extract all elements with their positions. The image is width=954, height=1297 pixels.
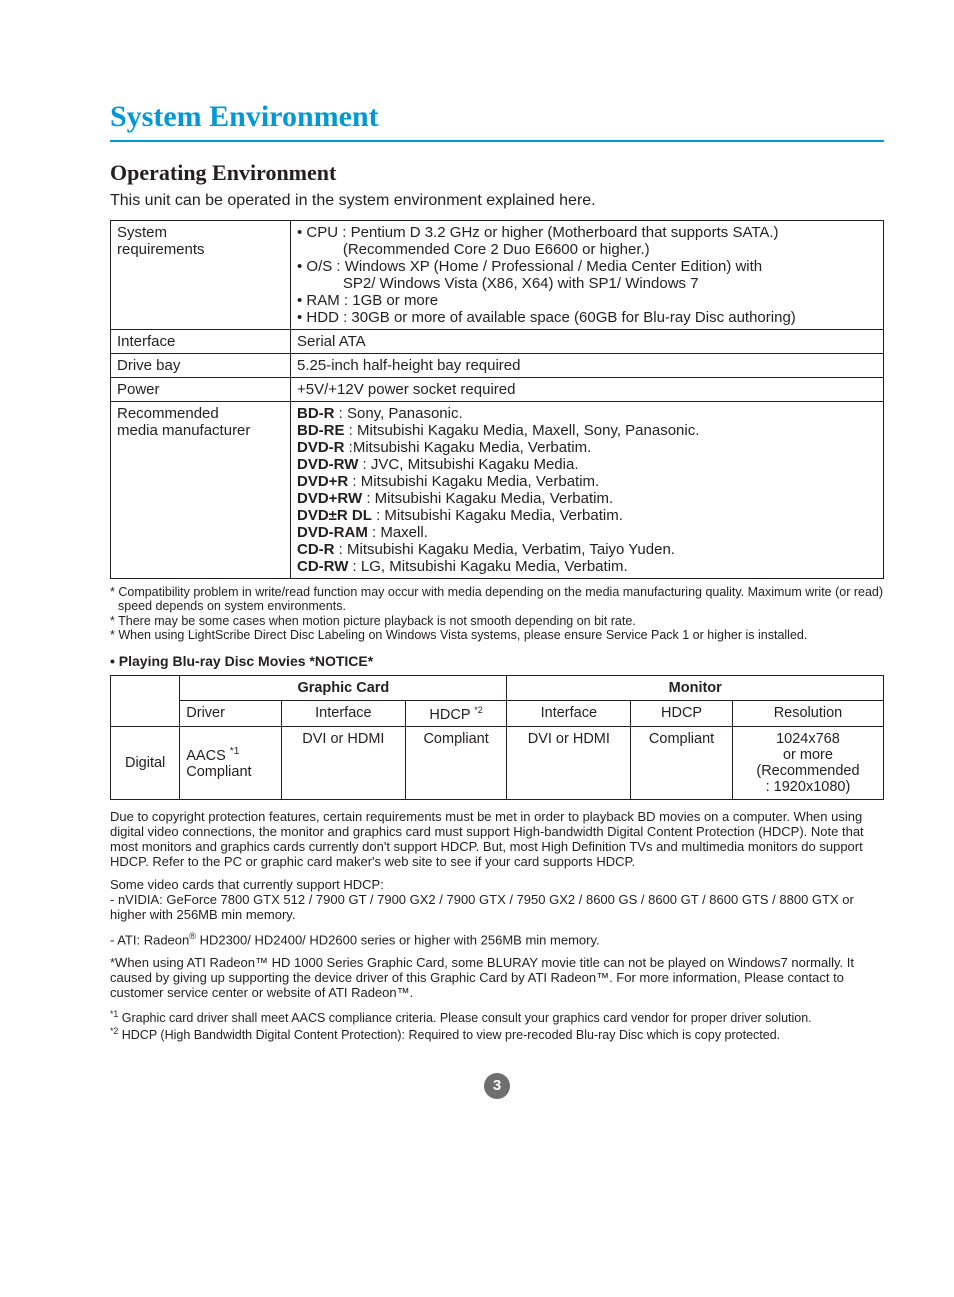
- gc-h2-res: Resolution: [732, 700, 883, 727]
- spec-label: Interface: [111, 330, 291, 354]
- gc-head-graphic: Graphic Card: [180, 675, 507, 700]
- page-number: 3: [484, 1073, 510, 1099]
- gc-h2-gcif: Interface: [282, 700, 406, 727]
- body-paragraphs: Due to copyright protection features, ce…: [110, 810, 884, 1001]
- mon-res: 1024x768or more(Recommended: 1920x1080): [732, 727, 883, 800]
- gc-if: DVI or HDMI: [282, 727, 406, 800]
- spec-label: Drive bay: [111, 354, 291, 378]
- notice-heading: • Playing Blu-ray Disc Movies *NOTICE*: [110, 653, 884, 669]
- gc-hdcp: Compliant: [405, 727, 507, 800]
- section-heading: Operating Environment: [110, 160, 884, 186]
- spec-label: Recommendedmedia manufacturer: [111, 402, 291, 579]
- spec-value: 5.25-inch half-height bay required: [291, 354, 884, 378]
- spec-table: Systemrequirements• CPU : Pentium D 3.2 …: [110, 220, 884, 579]
- spec-value: BD-R : Sony, Panasonic.BD-RE : Mitsubish…: [291, 402, 884, 579]
- gc-h2-monhdcp: HDCP: [631, 700, 733, 727]
- graphic-card-table: Graphic Card Monitor Driver Interface HD…: [110, 675, 884, 801]
- footnotes: *1 Graphic card driver shall meet AACS c…: [110, 1009, 884, 1043]
- spec-value: • CPU : Pentium D 3.2 GHz or higher (Mot…: [291, 221, 884, 330]
- mon-if: DVI or HDMI: [507, 727, 631, 800]
- compat-notes: * Compatibility problem in write/read fu…: [110, 585, 884, 643]
- gc-driver: AACS *1Compliant: [180, 727, 282, 800]
- intro-text: This unit can be operated in the system …: [110, 192, 884, 210]
- gc-row-label: Digital: [111, 727, 180, 800]
- spec-label: Systemrequirements: [111, 221, 291, 330]
- gc-head-monitor: Monitor: [507, 675, 884, 700]
- gc-h2-monif: Interface: [507, 700, 631, 727]
- gc-h2-gchdcp: HDCP *2: [405, 700, 507, 727]
- gc-h2-driver: Driver: [180, 700, 282, 727]
- spec-value: Serial ATA: [291, 330, 884, 354]
- spec-value: +5V/+12V power socket required: [291, 378, 884, 402]
- page-title: System Environment: [110, 100, 884, 142]
- gc-blank: [111, 675, 180, 727]
- spec-label: Power: [111, 378, 291, 402]
- mon-hdcp: Compliant: [631, 727, 733, 800]
